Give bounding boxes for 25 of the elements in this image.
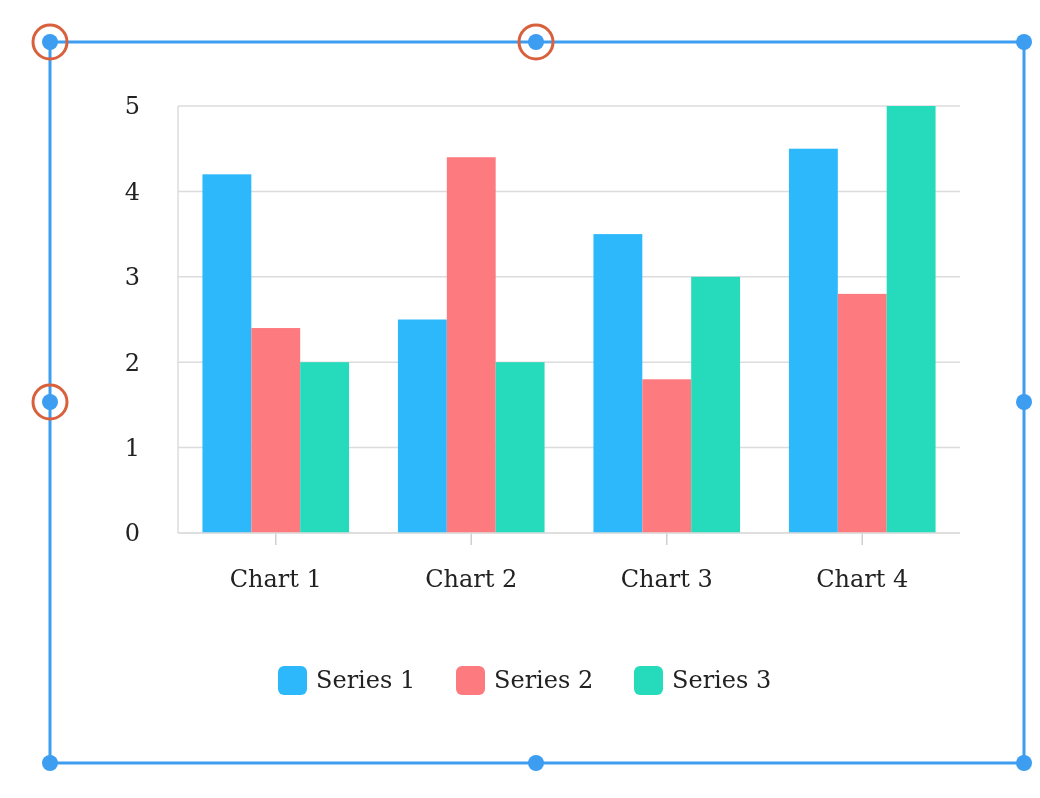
bar [300,362,350,533]
y-tick-label: 3 [124,263,140,292]
x-tick-label: Chart 4 [816,565,909,593]
bar [642,379,692,533]
y-tick-label: 5 [124,92,140,121]
legend-label: Series 3 [672,666,772,695]
legend-label: Series 1 [316,666,416,695]
bar [788,148,838,533]
bar [397,319,447,533]
y-tick-label: 4 [124,177,140,206]
bar [691,276,741,533]
y-tick-label: 1 [124,434,140,462]
y-tick-label: 0 [124,519,140,548]
bar [202,174,252,533]
bar [251,328,301,533]
bar [886,106,936,533]
x-tick-label: Chart 1 [229,565,322,593]
y-tick-label: 2 [124,348,140,377]
x-tick-label: Chart 2 [425,565,518,593]
legend-label: Series 2 [494,666,594,695]
x-tick-label: Chart 3 [620,565,713,593]
bar [495,362,545,533]
bar [837,293,887,533]
bar [446,157,496,533]
bar [593,234,643,533]
